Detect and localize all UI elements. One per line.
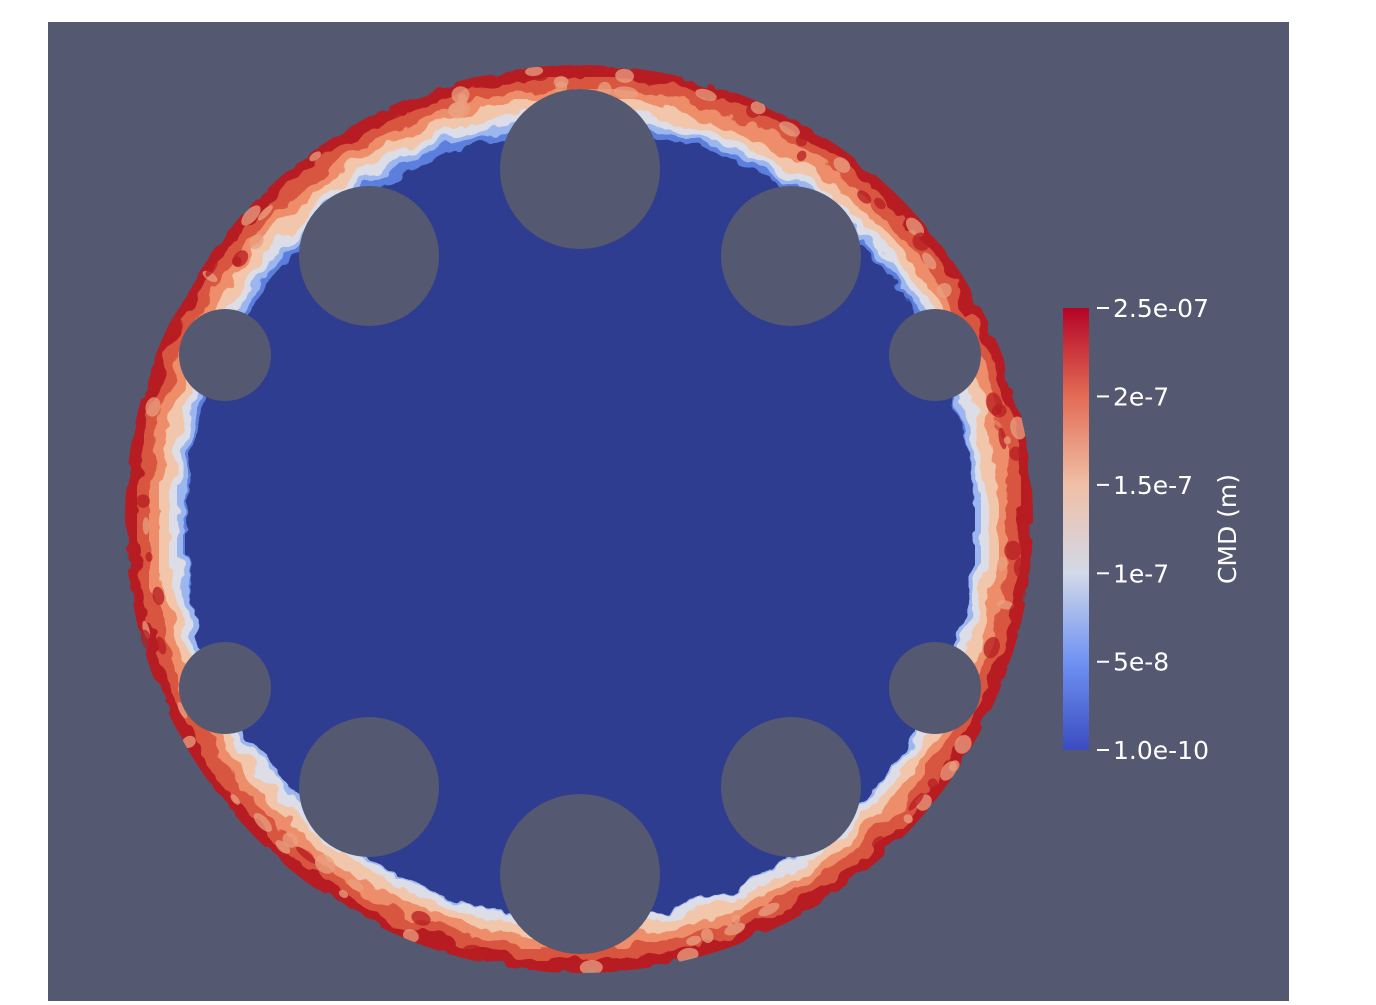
rim-speckle-mark [447,101,467,118]
rim-speckle-mark [1017,521,1030,546]
rim-speckle-mark [232,250,249,268]
hole [179,642,271,734]
rim-speckle-mark [533,73,548,82]
rim-speckle-mark [205,260,218,277]
hole [500,794,660,954]
rim-speckle-mark [1013,556,1032,579]
rim-speckle-mark [461,944,487,963]
hole [721,717,861,857]
hole [721,186,861,326]
rim-speckle-mark [309,151,321,162]
colorbar-tick-label: 2.5e-07 [1113,294,1209,323]
rim-speckle-mark [795,135,808,147]
rim-speckle-mark [257,205,273,221]
rim-speckle-mark [936,282,952,298]
rim-speckle-mark [142,517,150,535]
rim-speckle-mark [750,101,766,115]
hole [889,642,981,734]
rim-speckle-mark [314,854,336,874]
rim-speckle-mark [282,832,299,848]
rim-speckle-mark [230,794,240,805]
rim-speckle-mark [253,813,273,832]
rim-speckle-mark [338,889,349,899]
holes [179,89,981,954]
rim-speckle-mark [296,846,317,864]
rim-speckle-mark [579,960,603,973]
rim-speckle-mark [275,840,291,854]
rim-speckle-mark [376,110,387,124]
colorbar-title: CMD (m) [1213,474,1242,584]
rim-speckle-mark [1025,481,1033,507]
colorbar-tick-label: 2e-7 [1113,382,1169,411]
rim-speckle-mark [156,636,167,655]
rim-speckle-mark [922,252,937,270]
rim-speckle-mark [553,76,569,88]
hole [299,186,439,326]
rim-speckle-mark [731,914,741,924]
rim-speckle-mark [701,928,714,944]
rim-speckle-mark [873,197,886,210]
rim-speckle-mark [1003,436,1011,445]
rim-speckle-mark [525,66,544,77]
rim-speckle-mark [686,935,702,946]
rim-speckle-mark [402,929,419,943]
rim-speckle-mark [695,88,717,101]
rim-speckle-mark [996,600,1014,610]
colorbar-tick-label: 1.5e-7 [1113,471,1193,500]
rim-speckle-mark [905,217,925,237]
hole [889,309,981,401]
rim-speckle-mark [998,427,1007,450]
rim-speckle-mark [1017,587,1026,600]
rim-speckle-mark [615,68,635,83]
rim-speckle-mark [986,392,1003,416]
rim-speckle-mark [347,879,364,892]
rim-speckle-mark [177,701,188,719]
rim-speckle-mark [927,778,938,789]
rim-speckle-mark [1010,416,1027,440]
rim-speckle-mark [779,121,800,137]
hole [500,89,660,249]
rim-speckle-mark [182,735,196,749]
rim-speckle-mark [1004,540,1022,561]
colorbar-tick-label: 1.0e-10 [1113,736,1209,765]
rim-speckle-mark [249,234,264,250]
rim-speckle-mark [908,792,924,811]
rim-speckle-mark [385,108,408,121]
rim-speckle-mark [140,629,152,649]
hole [299,717,439,857]
rim-speckle-mark [241,205,261,226]
rim-speckle-mark [145,397,161,417]
rim-speckle-mark [1009,446,1023,461]
rim-speckle-mark [145,551,153,562]
rim-speckle-mark [613,86,639,99]
rim-speckle-mark [954,735,972,754]
rim-speckle-mark [758,902,780,917]
colorbar-ticks: 2.5e-07 2e-7 1.5e-7 1e-7 5e-8 1.0e-10 [1097,294,1209,765]
rim-speckle-mark [830,882,840,892]
rim-speckle-mark [136,494,150,508]
rim-speckle-mark [411,910,431,926]
colorbar-tick-label: 5e-8 [1113,648,1169,677]
rim-speckle-mark [724,922,745,936]
rim-speckle-mark [796,150,807,162]
rim-speckle-mark [857,190,872,204]
hole [179,309,271,401]
rim-speckle-mark [152,586,165,606]
rim-speckle-mark [903,814,913,824]
rim-speckle-mark [871,836,884,848]
rim-speckle-mark [983,636,1000,659]
colorbar-gradient [1063,308,1089,750]
colorbar: 2.5e-07 2e-7 1.5e-7 1e-7 5e-8 1.0e-10 CMD (m) [1063,294,1242,765]
rim-speckle-mark [996,556,1008,572]
rim-speckle-mark [949,760,960,772]
rim-speckle-mark [833,157,851,173]
rim-speckle-mark [912,232,931,251]
colorbar-tick-label: 1e-7 [1113,559,1169,588]
